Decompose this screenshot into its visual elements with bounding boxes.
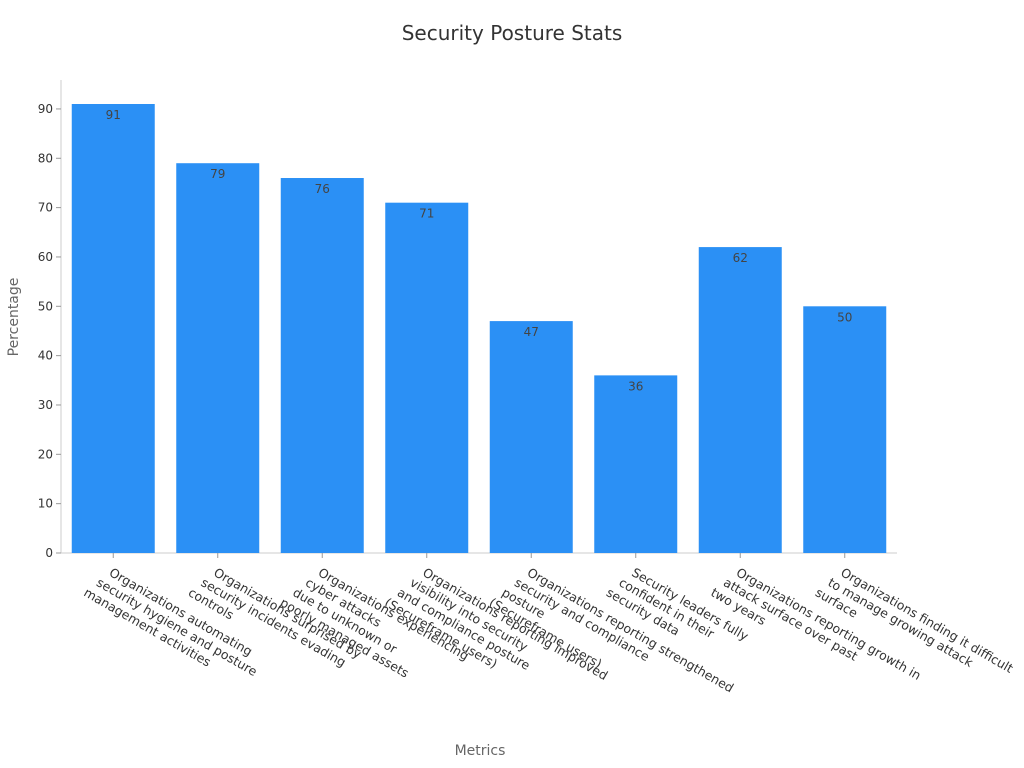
y-tick-label: 60 [38, 250, 53, 264]
data-label: 76 [315, 182, 330, 196]
data-label: 71 [419, 207, 434, 221]
data-label: 62 [733, 251, 748, 265]
data-label: 50 [837, 310, 852, 324]
y-tick-label: 0 [45, 546, 53, 560]
bar [71, 104, 155, 553]
y-tick-label: 90 [38, 102, 53, 116]
y-tick-label: 50 [38, 299, 53, 313]
y-tick-label: 40 [38, 349, 53, 363]
bar [489, 321, 573, 553]
y-axis-title: Percentage [6, 278, 22, 357]
x-tick-label: Organizations reporting improvedvisibili… [382, 556, 610, 722]
data-label: 36 [628, 379, 643, 393]
bar [280, 178, 364, 553]
bar [594, 375, 678, 553]
y-tick-label: 10 [38, 497, 53, 511]
data-label: 79 [210, 167, 225, 181]
bar [698, 247, 782, 554]
x-axis-title: Metrics [455, 743, 506, 759]
chart-title: Security Posture Stats [402, 21, 623, 45]
data-label: 47 [524, 325, 539, 339]
bar [803, 306, 887, 553]
y-tick-label: 20 [38, 447, 53, 461]
bar [176, 163, 260, 553]
bar [385, 202, 469, 553]
x-tick-label-line: Organizations finding it difficult [838, 565, 1016, 676]
y-tick-label: 70 [38, 201, 53, 215]
y-tick-label: 30 [38, 398, 53, 412]
data-label: 91 [106, 108, 121, 122]
y-tick-label: 80 [38, 151, 53, 165]
